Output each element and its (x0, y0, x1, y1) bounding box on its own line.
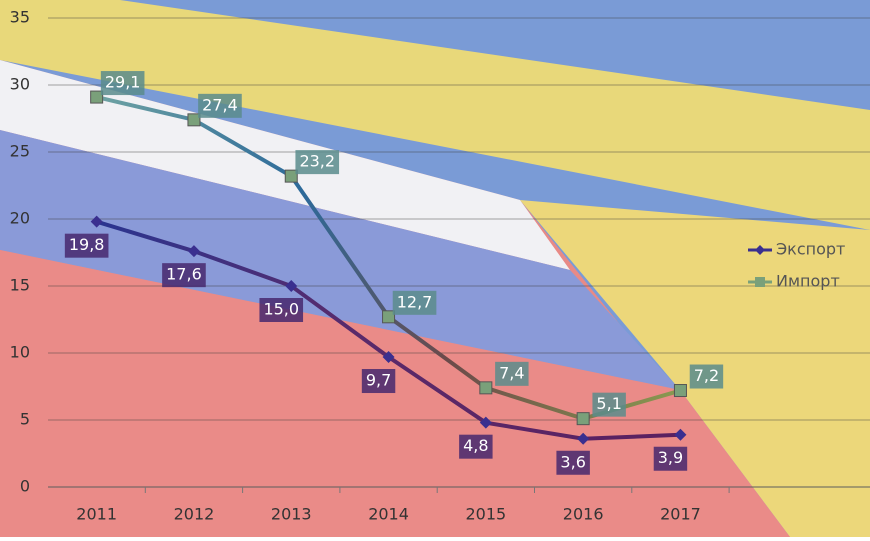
y-tick-label: 15 (10, 276, 30, 295)
label-box (64, 233, 109, 258)
data-label: 9,7 (366, 371, 391, 390)
legend-label: Экспорт (776, 240, 845, 259)
x-tick-label: 2011 (76, 505, 117, 524)
x-tick-label: 2017 (660, 505, 701, 524)
y-tick-label: 10 (10, 343, 30, 362)
x-tick-label: 2013 (271, 505, 312, 524)
label-box (259, 298, 304, 322)
data-label: 17,6 (166, 265, 202, 284)
marker (187, 245, 200, 258)
data-label: 4,8 (463, 436, 488, 455)
y-tick-label: 20 (10, 209, 30, 228)
label-box (689, 364, 724, 389)
marker (382, 351, 395, 364)
marker (673, 384, 687, 398)
marker (674, 428, 687, 441)
label-box (295, 150, 340, 175)
marker (284, 169, 298, 183)
marker (479, 381, 493, 395)
data-label: 5,1 (596, 394, 621, 413)
marker (382, 310, 396, 324)
label-box (556, 450, 590, 475)
marker (187, 113, 201, 127)
data-label: 3,6 (560, 452, 585, 471)
marker (576, 412, 590, 426)
legend-marker (755, 245, 765, 255)
marker (479, 416, 492, 429)
x-tick-label: 2014 (368, 505, 409, 524)
marker (90, 215, 103, 228)
label-box (361, 369, 396, 394)
label-box (592, 392, 626, 417)
data-label: 15,0 (263, 300, 299, 319)
label-box (495, 361, 529, 386)
data-label: 7,4 (499, 363, 524, 382)
label-box (198, 93, 242, 118)
data-label: 19,8 (69, 235, 105, 254)
marker (577, 432, 590, 445)
label-box (392, 290, 437, 315)
marker (285, 280, 298, 292)
label-box (459, 434, 493, 459)
x-tick-label: 2015 (465, 505, 506, 524)
data-label: 7,2 (694, 366, 719, 385)
marker (90, 90, 104, 104)
y-tick-label: 35 (10, 8, 30, 27)
label-box (162, 263, 206, 288)
data-label: 29,1 (105, 73, 141, 92)
legend-label: Импорт (776, 272, 840, 291)
data-label: 3,9 (658, 448, 683, 467)
label-box (100, 71, 145, 96)
data-label: 23,2 (299, 152, 335, 171)
y-tick-label: 5 (20, 410, 30, 429)
data-label: 12,7 (397, 292, 433, 311)
y-tick-label: 25 (10, 142, 30, 161)
x-tick-label: 2016 (563, 505, 604, 524)
y-tick-label: 0 (20, 477, 30, 496)
legend-marker (755, 277, 765, 287)
y-tick-label: 30 (10, 75, 30, 94)
x-tick-label: 2012 (174, 505, 215, 524)
label-box (653, 446, 688, 471)
data-label: 27,4 (202, 95, 238, 114)
